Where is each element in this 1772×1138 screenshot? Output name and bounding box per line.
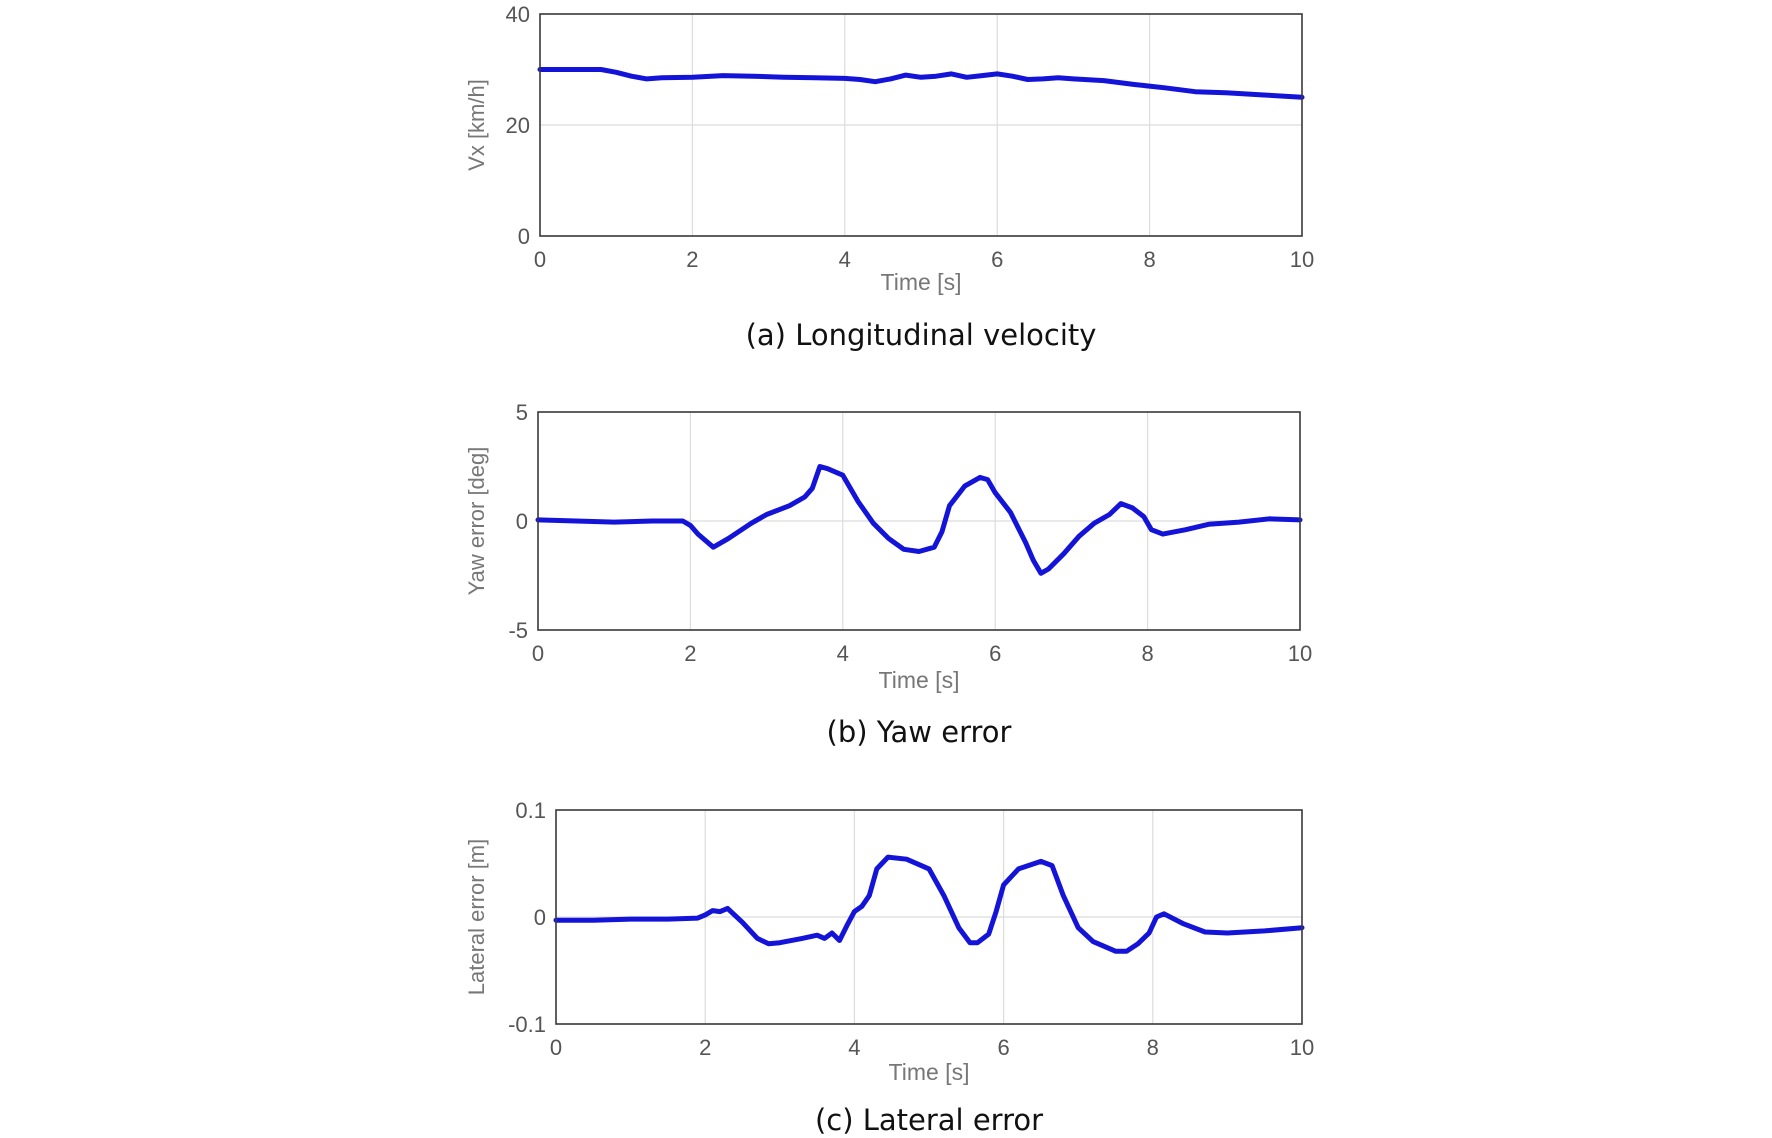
yaw-error-x-tick-label: 8: [1141, 641, 1153, 666]
lateral-error-x-tick-label: 4: [848, 1035, 860, 1060]
velocity-y-tick-label: 40: [506, 2, 530, 27]
lateral-error-caption: (c) Lateral error: [815, 1103, 1043, 1137]
yaw-error-y-tick-label: -5: [508, 618, 528, 643]
lateral-error-x-tick-label: 0: [550, 1035, 562, 1060]
yaw-error-x-axis-label: Time [s]: [879, 667, 960, 693]
yaw-error-series-line: [535, 464, 1303, 576]
lateral-error-x-tick-label: 6: [997, 1035, 1009, 1060]
yaw-error-x-tick-label: 6: [989, 641, 1001, 666]
velocity-x-tick-label: 6: [991, 247, 1003, 272]
lateral-error-x-tick-label: 2: [699, 1035, 711, 1060]
lateral-error-x-axis-label: Time [s]: [889, 1059, 970, 1085]
yaw-error-x-tick-label: 2: [684, 641, 696, 666]
lateral-error-y-tick-label: -0.1: [508, 1012, 546, 1037]
lateral-error-y-axis-label: Lateral error [m]: [464, 839, 489, 996]
velocity-x-tick-label: 0: [534, 247, 546, 272]
velocity-x-tick-label: 4: [839, 247, 851, 272]
yaw-error-y-tick-label: 5: [516, 400, 528, 425]
yaw-error-x-tick-label: 0: [532, 641, 544, 666]
velocity-y-tick-label: 0: [518, 224, 530, 249]
lateral-error-x-tick-label: 10: [1290, 1035, 1314, 1060]
yaw-error-y-tick-label: 0: [516, 509, 528, 534]
velocity-x-tick-label: 8: [1143, 247, 1155, 272]
lateral-error-series-line: [553, 854, 1305, 954]
yaw-error-x-tick-label: 10: [1288, 641, 1312, 666]
lateral-error-x-tick-label: 8: [1147, 1035, 1159, 1060]
velocity-caption: (a) Longitudinal velocity: [746, 318, 1097, 352]
velocity-x-axis-label: Time [s]: [881, 269, 962, 295]
yaw-error-caption: (b) Yaw error: [827, 715, 1012, 749]
velocity-axes-box: [539, 13, 1303, 237]
velocity-x-tick-label: 10: [1290, 247, 1314, 272]
lateral-error-y-tick-label: 0: [534, 905, 546, 930]
yaw-error-axes-box: [537, 411, 1301, 631]
yaw-error-x-tick-label: 4: [837, 641, 849, 666]
velocity-x-tick-label: 2: [686, 247, 698, 272]
velocity-series-line: [537, 67, 1305, 100]
lateral-error-axes-box: [555, 809, 1303, 1025]
velocity-chart: 0 2 4 6 8 10 0 20 40 Time [s] Vx [km/h] (a) Longitu…: [464, 2, 1314, 352]
lateral-error-y-tick-label: 0.1: [515, 798, 546, 823]
yaw-error-y-axis-label: Yaw error [deg]: [464, 447, 489, 596]
velocity-y-tick-label: 20: [506, 113, 530, 138]
velocity-y-axis-label: Vx [km/h]: [464, 79, 489, 171]
